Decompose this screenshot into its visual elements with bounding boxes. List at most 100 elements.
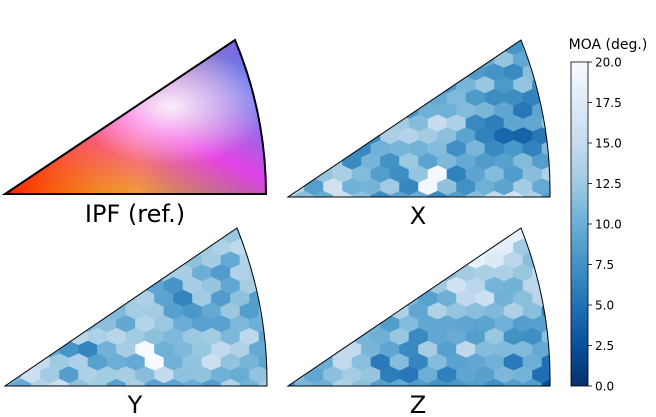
panel-outline-y [3,227,268,387]
moa-cell [456,366,476,384]
moa-cell [475,101,495,120]
moa-cell [294,190,315,197]
moa-cell [144,327,165,346]
moa-cell [532,340,551,359]
moa-cell [380,289,400,308]
moa-cell [351,89,372,107]
panel-title-y: Y [127,391,143,417]
moa-cell [59,289,79,308]
moa-cell [288,251,296,270]
moa-cell [437,228,457,231]
moa-cell [370,302,391,321]
moa-cell [239,228,260,244]
moa-cell [59,228,79,231]
moa-cell [106,353,127,372]
moa-cell [163,228,184,244]
moa-cell [522,302,543,321]
moa-cell [389,353,410,372]
moa-cell [220,276,241,295]
moa-cell [239,327,260,346]
moa-cell [361,366,381,384]
moa-cell [266,341,286,359]
moa-cell [30,378,51,386]
moa-cell [249,238,268,257]
moa-cell [418,127,438,145]
moa-cell [182,327,203,346]
moa-cell [427,353,448,372]
moa-cell [266,213,286,231]
colorbar-gradient [570,61,589,387]
moa-cell [323,289,343,308]
moa-cell [30,228,51,244]
colorbar-tick-label: 15.0 [595,137,622,151]
moa-cell [484,276,505,295]
moa-cell [201,302,222,321]
moa-cell [87,327,108,346]
moa-cell [11,378,32,386]
moa-cell [522,139,543,158]
ipf-color-layer-white [5,40,266,194]
moa-cell [163,353,184,372]
moa-cell [59,238,79,257]
moa-cell [211,315,231,333]
moa-cell [475,340,495,359]
moa-cell [532,152,551,171]
moa-cell [541,353,551,372]
moa-cell [446,276,467,295]
moa-cell [0,290,3,308]
moa-cell [494,228,514,231]
moa-cell [342,228,362,231]
moa-cell [288,228,296,244]
moa-cell [163,378,184,386]
moa-cell [427,228,448,244]
moa-cell [513,76,533,94]
moa-cell [494,178,514,196]
moa-cell [389,276,410,295]
moa-cell [484,139,505,158]
moa-panel-z: Z [266,213,571,417]
moa-cell [106,276,127,295]
moa-cell [380,238,400,257]
moa-cell [389,228,410,244]
moa-cell [532,178,551,196]
moa-cell [40,264,60,282]
colorbar-ticks: 0.0 2.5 5.0 7.5 10.0 12.5 15.0 17.5 20.0 [588,56,622,394]
moa-cell [304,101,324,120]
moa-cell [268,213,288,231]
moa-cell [220,378,241,386]
moa-cell [135,315,155,333]
moa-cell [288,114,296,133]
moa-cell [5,276,13,295]
moa-cell [370,63,391,81]
moa-cell [370,139,391,158]
moa-cell [446,139,467,158]
moa-cell [427,378,448,386]
moa-cell [418,315,438,333]
moa-cell [437,178,457,196]
moa-cell [11,302,32,321]
moa-cell [258,228,268,244]
moa-cell [116,238,136,257]
moa-cell [418,76,438,94]
moa-cell [513,289,533,308]
moa-cell [399,50,419,69]
moa-cell [532,50,551,69]
moa-cell [30,302,51,321]
moa-cell [201,378,222,386]
moa-cell [211,289,231,308]
moa-cell [361,50,381,69]
moa-cell [125,378,146,386]
moa-cell [465,302,486,321]
moa-cell [456,340,476,359]
moa-cell [230,340,250,359]
moa-cell [211,264,231,282]
colorbar-tick-label: 10.0 [595,218,622,232]
moa-cell [173,289,193,308]
moa-cell [0,239,3,257]
moa-cell [551,290,571,308]
moa-cell [541,40,551,56]
moa-cell [135,366,155,384]
moa-cell [332,327,353,346]
moa-cell [456,101,476,120]
moa-cell [21,238,41,257]
